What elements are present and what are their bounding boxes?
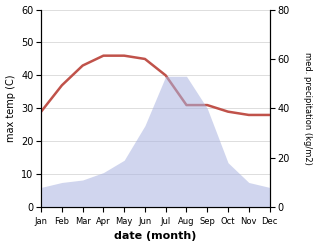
X-axis label: date (month): date (month) <box>114 231 197 242</box>
Y-axis label: med. precipitation (kg/m2): med. precipitation (kg/m2) <box>303 52 313 165</box>
Y-axis label: max temp (C): max temp (C) <box>5 75 16 142</box>
